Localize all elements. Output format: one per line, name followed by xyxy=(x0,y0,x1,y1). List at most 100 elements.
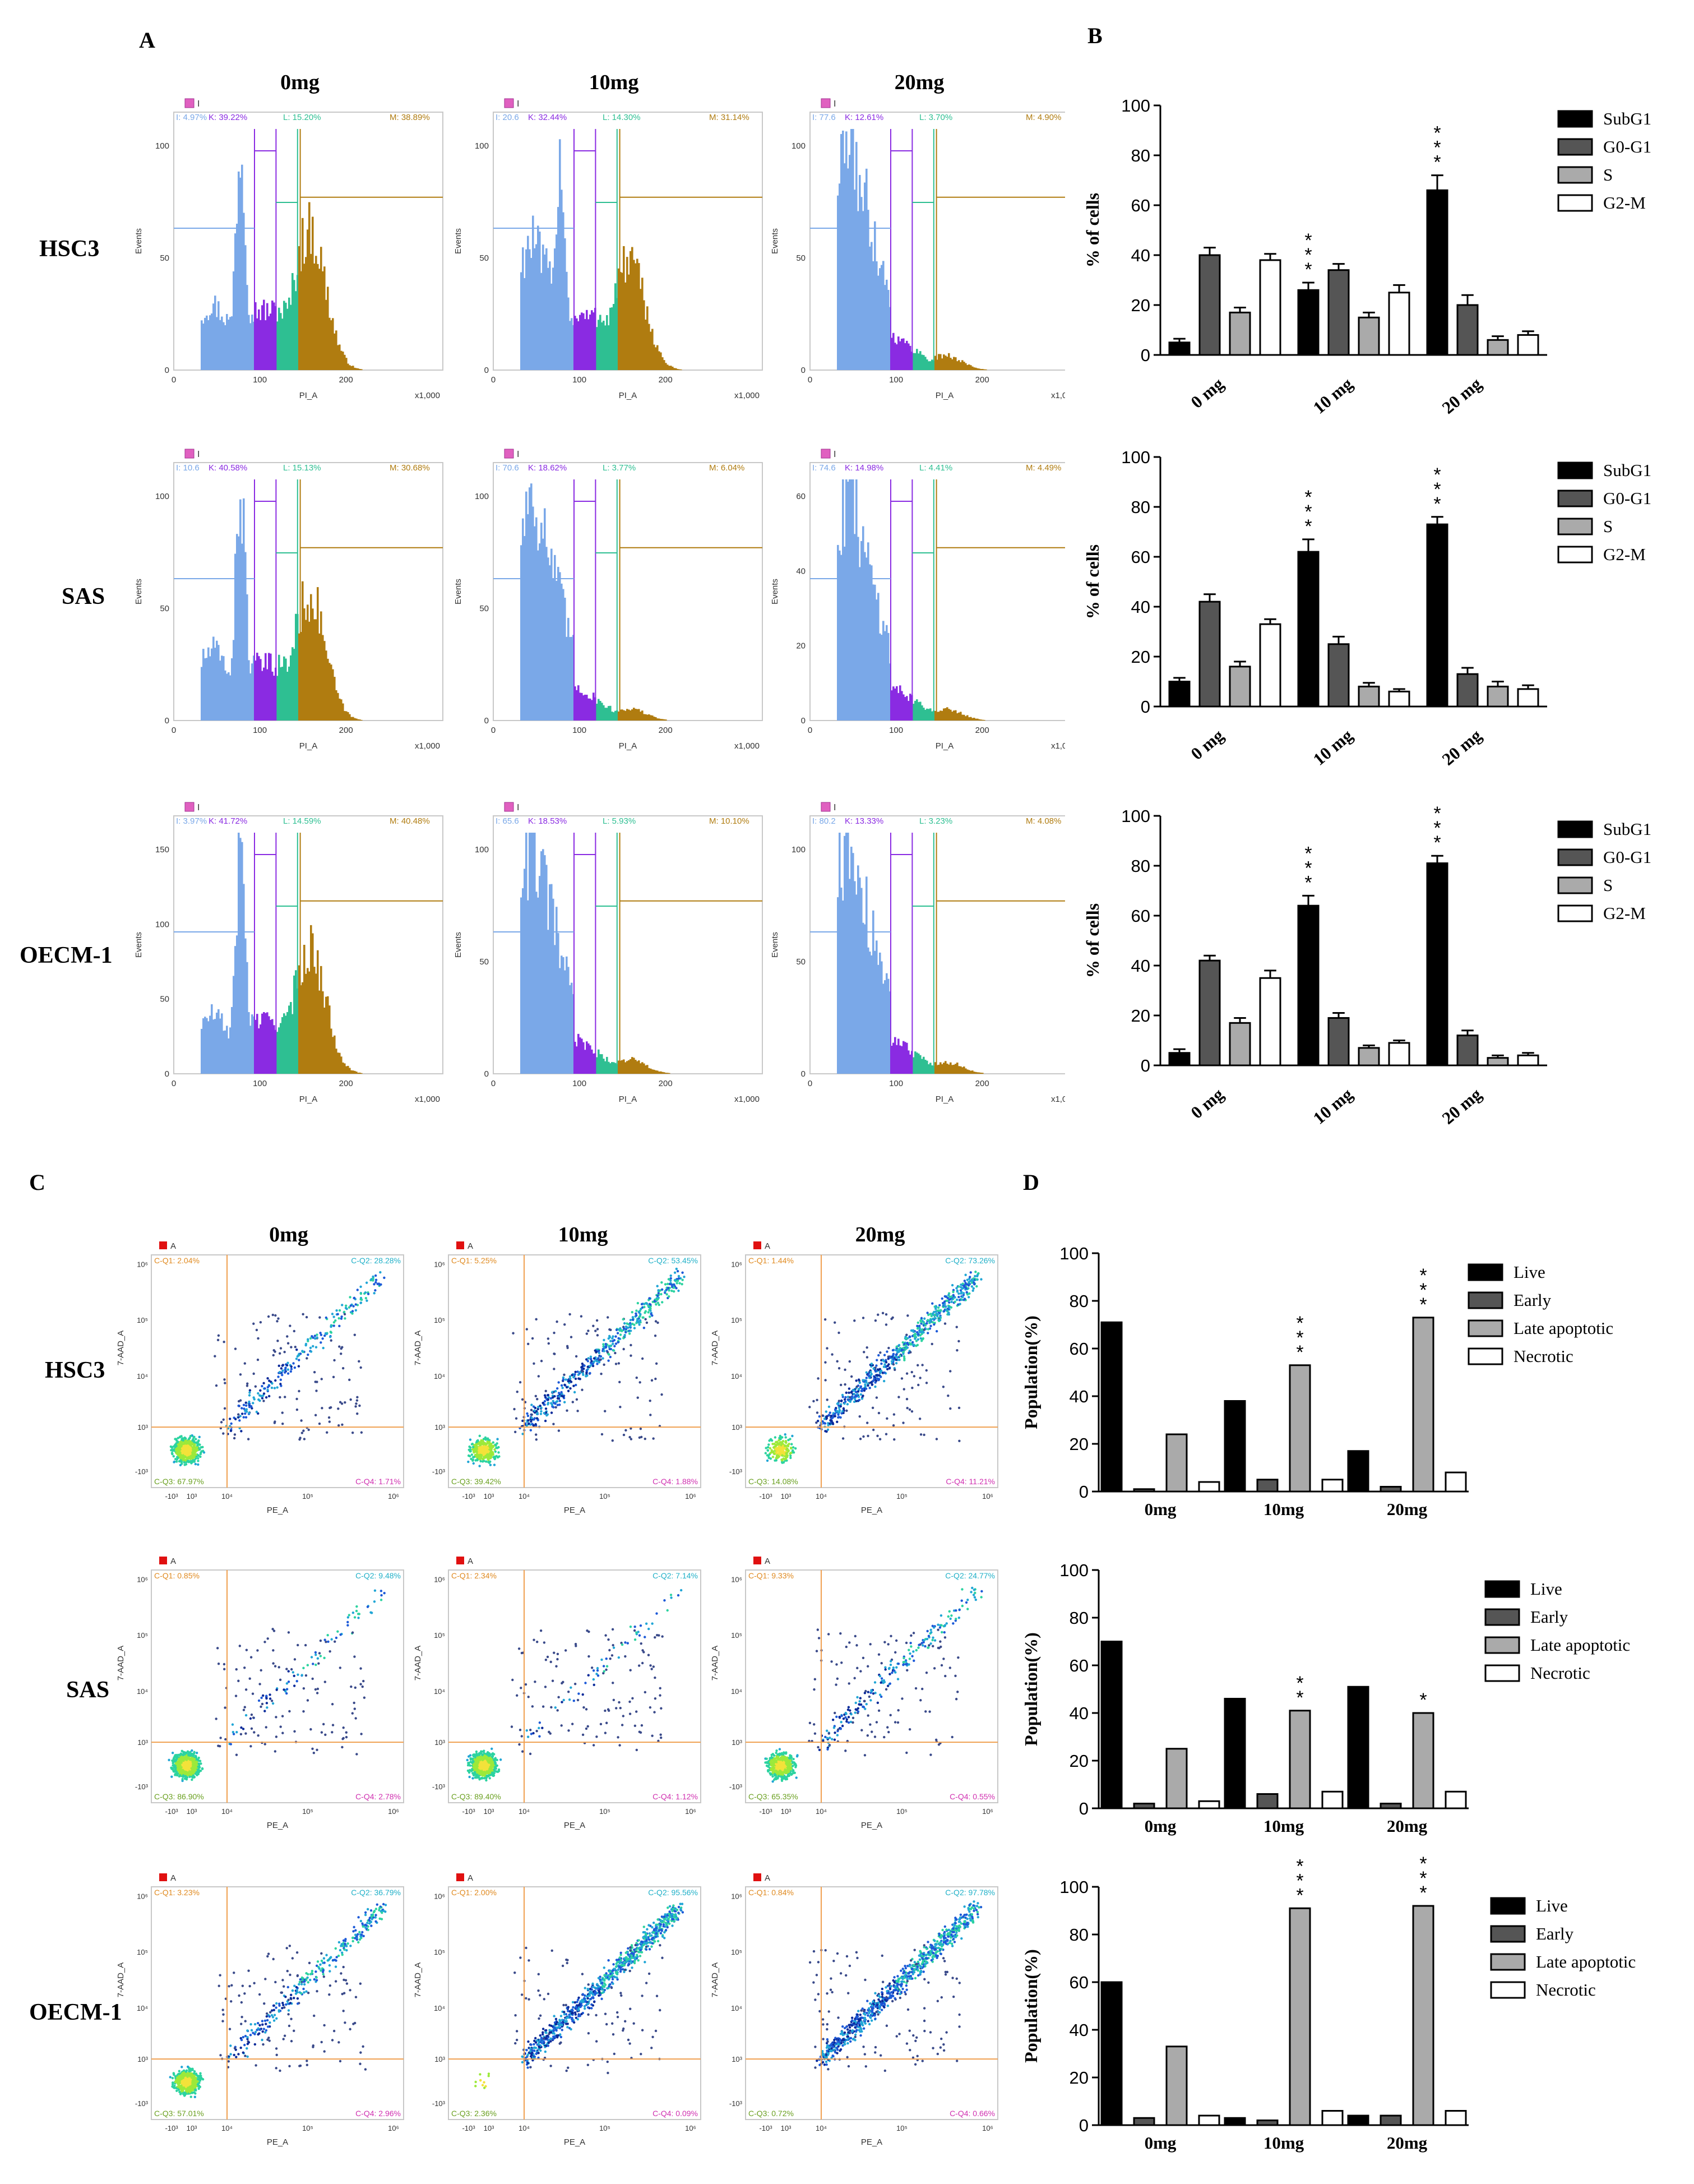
histogram-bin xyxy=(864,552,866,721)
event-point xyxy=(950,1295,953,1298)
histogram-bin xyxy=(596,327,598,370)
event-point xyxy=(603,1363,605,1366)
event-point xyxy=(262,1394,265,1397)
event-point xyxy=(652,1437,655,1440)
event-point xyxy=(834,1409,837,1411)
event-point xyxy=(184,1437,187,1440)
event-point xyxy=(345,1304,348,1307)
y-tick-label: 0 xyxy=(801,716,806,726)
histogram-bin xyxy=(233,640,235,721)
event-point xyxy=(489,1460,492,1463)
gate-percentage: K: 18.62% xyxy=(528,463,567,473)
event-point xyxy=(234,1694,238,1697)
event-point xyxy=(266,1388,269,1392)
legend-label: G0-G1 xyxy=(1603,137,1651,156)
y-tick-label: 10⁵ xyxy=(731,1316,742,1324)
event-point xyxy=(259,1389,262,1392)
histogram-bin xyxy=(633,260,635,370)
histogram-bin xyxy=(342,352,344,370)
histogram-bin xyxy=(529,487,531,721)
y-tick-label: -10³ xyxy=(729,1467,743,1476)
legend-label: SubG1 xyxy=(1603,819,1651,839)
event-point xyxy=(287,1680,290,1683)
event-point xyxy=(274,1750,277,1753)
event-point xyxy=(355,1402,358,1405)
event-point xyxy=(263,1641,266,1643)
event-point xyxy=(281,1715,284,1717)
event-point xyxy=(188,1758,191,1761)
histogram-bin xyxy=(243,884,245,1074)
event-point xyxy=(179,1442,183,1444)
event-point xyxy=(533,1417,536,1420)
event-point xyxy=(335,1636,338,1640)
event-point xyxy=(186,1456,189,1460)
y-tick-label: 10⁶ xyxy=(434,1260,445,1269)
histogram-bin xyxy=(857,865,859,1074)
event-point xyxy=(262,1392,266,1395)
cycle-row-sas: SAS xyxy=(62,584,105,610)
histogram-bin xyxy=(229,675,232,721)
event-point xyxy=(483,1446,485,1448)
event-point xyxy=(277,1364,280,1368)
y-tick-label: 20 xyxy=(1131,1006,1150,1026)
y-axis-label: Events xyxy=(453,932,463,958)
event-point xyxy=(356,1289,359,1291)
histogram-bin xyxy=(315,619,317,721)
histogram-bin xyxy=(345,358,348,370)
event-point xyxy=(591,1363,594,1365)
event-point xyxy=(540,1406,543,1409)
event-point xyxy=(328,1336,332,1338)
histogram-bin xyxy=(330,664,332,721)
histogram-bin xyxy=(899,1045,901,1074)
histogram-bin xyxy=(849,479,851,721)
event-point xyxy=(575,1355,578,1358)
event-point xyxy=(824,1361,827,1364)
event-point xyxy=(958,1299,961,1301)
histogram-bin xyxy=(872,910,874,1074)
gate-percentage: K: 13.33% xyxy=(845,816,883,826)
event-point xyxy=(890,1360,894,1363)
event-point xyxy=(626,1322,628,1325)
histogram-bin xyxy=(345,1066,348,1074)
histogram-bin xyxy=(320,247,322,370)
histogram-bin xyxy=(850,129,853,370)
x-tick-label: 10³ xyxy=(187,1807,197,1816)
event-point xyxy=(892,1358,895,1361)
histogram-bin xyxy=(976,1072,979,1074)
histogram-bin xyxy=(308,971,311,1074)
event-point xyxy=(826,1415,829,1418)
event-point xyxy=(313,1337,317,1340)
histogram-bin xyxy=(335,690,337,721)
event-point xyxy=(547,1337,550,1340)
event-point xyxy=(924,1324,927,1327)
histogram-bin xyxy=(876,261,878,370)
histogram-bin xyxy=(313,263,316,370)
histogram-bin xyxy=(293,280,295,370)
histogram-bin xyxy=(216,317,218,370)
event-point xyxy=(191,1457,194,1460)
event-point xyxy=(607,1359,610,1362)
event-point xyxy=(874,1319,877,1322)
event-point xyxy=(865,1346,868,1349)
x-axis-label: PE_A xyxy=(564,1506,585,1515)
event-point xyxy=(547,1393,550,1397)
gate-percentage: L: 14.59% xyxy=(283,816,321,826)
event-point xyxy=(895,1353,897,1356)
histogram-bin xyxy=(965,1068,967,1074)
histogram-bin xyxy=(960,712,962,721)
histogram-bin xyxy=(359,719,361,721)
event-point xyxy=(267,1395,271,1398)
histogram-bin xyxy=(609,307,612,370)
histogram-bin xyxy=(904,343,906,370)
scatter-hsc3-0mg: AC-Q1: 2.04% C-Q2: 28.28%C-Q3: 67.97% C-Q4… xyxy=(116,1241,404,1515)
event-point xyxy=(266,1706,269,1709)
event-point xyxy=(862,1379,864,1382)
event-point xyxy=(192,1438,195,1441)
y-tick-label: 40 xyxy=(1131,597,1150,617)
histogram-bin xyxy=(837,195,839,370)
event-point xyxy=(883,1363,886,1366)
event-point xyxy=(849,1396,851,1399)
event-point xyxy=(893,1438,896,1441)
histogram-bin xyxy=(300,271,302,370)
